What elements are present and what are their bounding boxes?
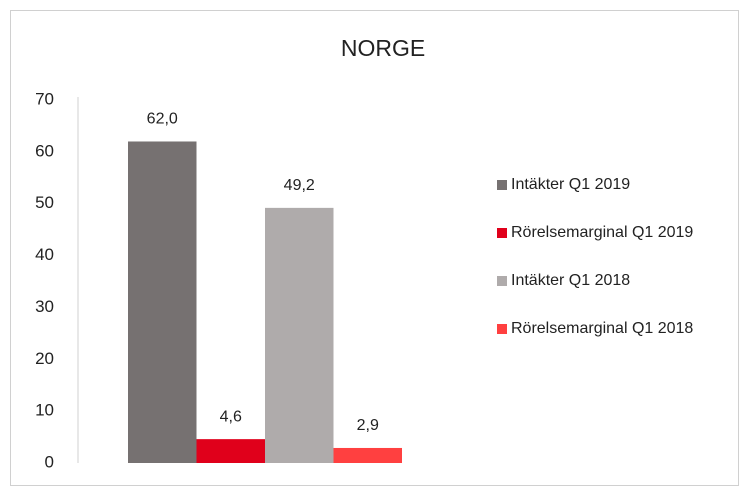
bar: [265, 207, 334, 463]
chart-frame: [10, 10, 739, 486]
bar: [196, 439, 265, 463]
y-tick-label: 10: [35, 401, 54, 420]
legend-swatch: [497, 324, 507, 334]
y-tick-label: 50: [35, 193, 54, 212]
y-tick-label: 60: [35, 141, 54, 160]
legend-label: Rörelsemarginal Q1 2019: [511, 224, 693, 241]
value-label: 62,0: [147, 111, 178, 128]
legend-swatch: [497, 228, 507, 238]
y-tick-label: 40: [35, 245, 54, 264]
legend-label: Intäkter Q1 2018: [511, 272, 630, 289]
bar: [333, 447, 402, 463]
bar: [128, 141, 197, 463]
y-tick-label: 20: [35, 349, 54, 368]
legend-swatch: [497, 276, 507, 286]
value-label: 4,6: [220, 408, 242, 425]
value-label: 49,2: [284, 177, 315, 194]
legend-label: Rörelsemarginal Q1 2018: [511, 320, 693, 337]
value-label: 2,9: [357, 417, 379, 434]
y-tick-label: 0: [45, 452, 54, 471]
y-tick-label: 30: [35, 297, 54, 316]
legend-swatch: [497, 180, 507, 190]
legend-label: Intäkter Q1 2019: [511, 176, 630, 193]
y-tick-label: 70: [35, 89, 54, 108]
chart-title: NORGE: [341, 35, 425, 61]
